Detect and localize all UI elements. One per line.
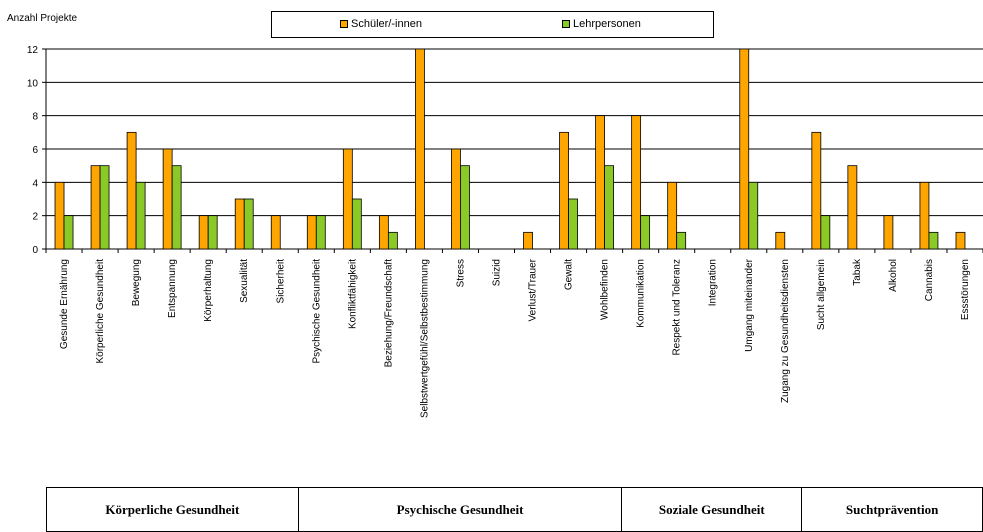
bar-schueler xyxy=(90,165,101,250)
x-tick-label: Beziehung/Freundschaft xyxy=(383,259,394,368)
x-tick-label: Verlust/Trauer xyxy=(528,258,539,321)
category-group-table: Körperliche Gesundheit Psychische Gesundh… xyxy=(46,487,983,532)
bar-schueler xyxy=(883,215,894,250)
bar-lehr xyxy=(135,181,146,250)
bar-schueler xyxy=(595,115,605,250)
x-tick-label: Körperhaltung xyxy=(203,259,214,322)
bar-schueler xyxy=(523,231,533,250)
x-tick-label: Essstörungen xyxy=(960,259,971,320)
bar-lehr xyxy=(568,198,578,250)
bar-lehr xyxy=(748,181,759,250)
y-tick-label: 12 xyxy=(27,45,39,56)
x-tick-label: Alkohol xyxy=(888,259,899,292)
bar-schueler xyxy=(451,148,461,250)
x-tick-label: Wohlbefinden xyxy=(600,259,611,320)
bar-schueler xyxy=(631,115,642,250)
group-cell: Psychische Gesundheit xyxy=(299,488,623,531)
bar-schueler xyxy=(739,48,750,250)
group-cell: Körperliche Gesundheit xyxy=(47,488,299,531)
bar-lehr xyxy=(315,215,326,250)
bar-lehr xyxy=(460,165,470,250)
x-tick-label: Umgang miteinander xyxy=(744,258,755,351)
bar-schueler xyxy=(342,148,353,250)
x-tick-label: Tabak xyxy=(852,258,863,286)
bar-schueler xyxy=(234,198,245,250)
y-tick-label: 2 xyxy=(32,212,38,223)
y-tick-label: 10 xyxy=(27,78,39,89)
x-tick-label: Gewalt xyxy=(564,259,575,290)
legend-label-schueler: Schüler/-innen xyxy=(351,18,422,30)
legend-swatch-schueler xyxy=(340,20,348,28)
bar-lehr xyxy=(207,215,218,250)
bar-lehr xyxy=(928,231,939,250)
bar-lehr xyxy=(640,215,651,250)
bar-lehr xyxy=(676,231,687,250)
x-tick-label: Sucht allgemein xyxy=(816,259,827,330)
bar-schueler xyxy=(415,48,425,250)
x-tick-label: Stress xyxy=(455,259,466,287)
legend-item-lehr: Lehrpersonen xyxy=(562,18,641,30)
legend-label-lehr: Lehrpersonen xyxy=(573,18,641,30)
bar-schueler xyxy=(847,165,858,250)
x-tick-label: Bewegung xyxy=(131,259,142,306)
bar-schueler xyxy=(955,231,966,250)
bar-chart: 0 2 4 6 8 10 12 Gesunde Ernährung Körperliche Ge… xyxy=(27,45,983,418)
bar-lehr xyxy=(387,231,398,250)
x-tick-label: Selbstwertgefühl/Selbstbestimmung xyxy=(419,259,430,418)
legend: Schüler/-innen Lehrpersonen xyxy=(271,11,714,38)
bar-schueler xyxy=(198,215,209,250)
x-tick-label: Integration xyxy=(708,259,719,306)
x-tick-label: Entspannung xyxy=(167,259,178,318)
x-tick-label: Psychische Gesundheit xyxy=(311,259,322,364)
bar-lehr xyxy=(351,198,362,250)
bar-schueler xyxy=(378,215,389,250)
x-tick-label: Sicherheit xyxy=(275,259,286,304)
bar-lehr xyxy=(604,165,614,250)
bar-schueler xyxy=(162,148,173,250)
x-tick-label: Konfliktfähigkeit xyxy=(347,259,358,329)
y-axis-label: Anzahl Projekte xyxy=(7,13,78,24)
bar-schueler xyxy=(775,231,786,250)
bar-schueler xyxy=(559,131,569,250)
bar-schueler xyxy=(126,131,137,250)
legend-item-schueler: Schüler/-innen xyxy=(340,18,422,30)
group-cell: Soziale Gesundheit xyxy=(622,488,803,531)
bar-schueler xyxy=(54,181,65,250)
bar-schueler xyxy=(306,215,317,250)
bar-schueler xyxy=(270,215,281,250)
legend-swatch-lehr xyxy=(562,20,570,28)
x-tick-label: Körperliche Gesundheit xyxy=(95,259,106,364)
bar-lehr xyxy=(99,165,110,250)
bar-schueler xyxy=(919,181,930,250)
bar-schueler xyxy=(667,181,678,250)
x-tick-label: Sexualität xyxy=(239,259,250,303)
x-tick-label: Cannabis xyxy=(924,259,935,301)
bar-lehr xyxy=(171,165,182,250)
x-tick-label: Zugang zu Gesundheitsdiensten xyxy=(780,259,791,403)
y-tick-label: 4 xyxy=(32,178,38,189)
bar-lehr xyxy=(820,215,831,250)
bar-schueler xyxy=(811,131,822,250)
bar-lehr xyxy=(243,198,254,250)
x-tick-label: Gesunde Ernährung xyxy=(59,259,70,349)
x-tick-label: Kommunikation xyxy=(636,259,647,328)
group-cell: Suchtprävention xyxy=(845,501,939,517)
y-tick-label: 8 xyxy=(32,112,38,123)
y-tick-label: 6 xyxy=(32,145,38,156)
x-tick-label: Respekt und Toleranz xyxy=(672,259,683,356)
bar-lehr xyxy=(63,215,74,250)
x-tick-label: Suizid xyxy=(491,259,502,286)
y-tick-label: 0 xyxy=(32,245,38,256)
